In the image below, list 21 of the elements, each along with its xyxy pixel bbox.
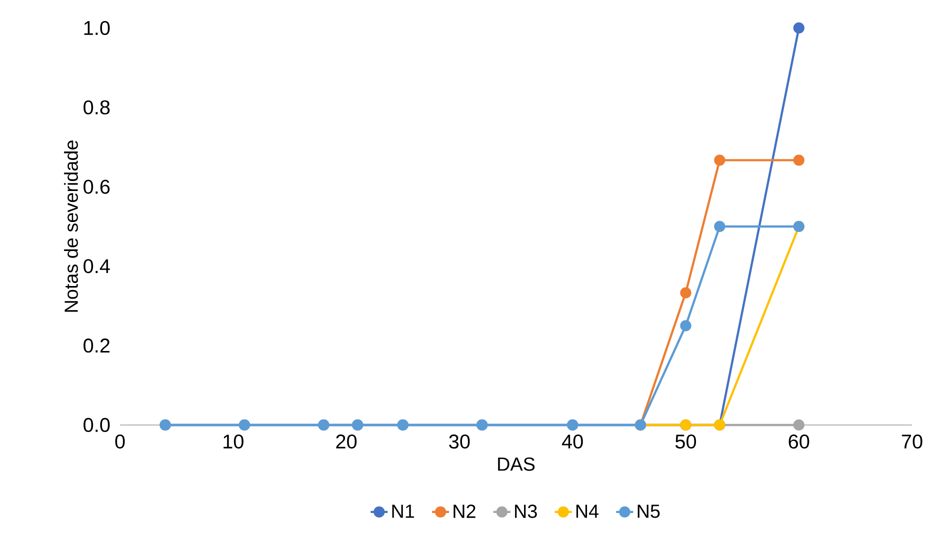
y-tick-label: 0.6 (84, 180, 110, 194)
x-axis-title: DAS (498, 457, 535, 471)
x-tick-label: 10 (224, 434, 244, 449)
y-axis-title: Notas de severidade (64, 140, 78, 312)
legend-label: N1 (392, 504, 414, 518)
y-tick-label: 0.2 (84, 338, 110, 353)
legend-label: N2 (454, 504, 476, 518)
y-tick-label: 1.0 (84, 20, 110, 36)
x-tick-label: 0 (115, 434, 125, 449)
y-tick-label: 0.8 (84, 100, 110, 114)
x-tick-label: 30 (449, 434, 470, 449)
x-tick-label: 50 (675, 434, 696, 449)
x-tick-label: 60 (788, 434, 810, 449)
x-tick-label: 70 (902, 434, 922, 449)
legend-label: N4 (576, 504, 599, 518)
legend-label: N5 (638, 504, 660, 518)
y-tick-label: 0.0 (84, 418, 110, 432)
legend-label: N3 (515, 504, 537, 518)
y-tick-label: 0.4 (84, 259, 110, 274)
x-tick-label: 20 (336, 434, 357, 449)
x-tick-label: 40 (562, 434, 583, 449)
